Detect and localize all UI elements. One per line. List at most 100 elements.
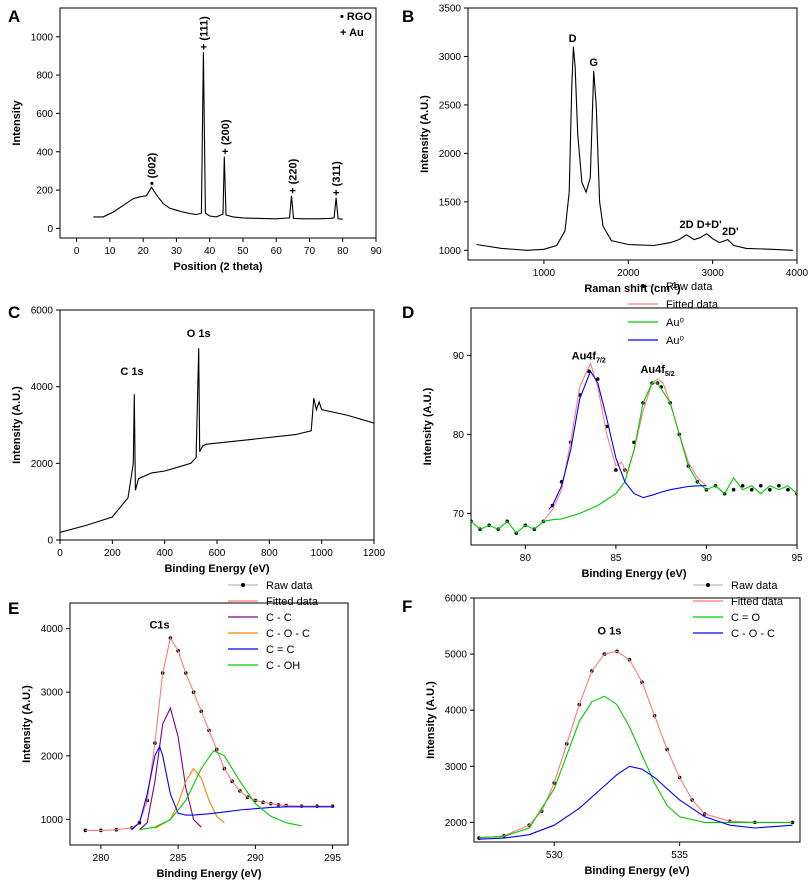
- x-tick-label: 4000: [786, 268, 809, 279]
- panel-c: 0 200 400 600 800 1000 1200 0 2000 4000 6000 Bindin…: [8, 303, 386, 575]
- panel-e: 280 285 290 295 1000 2000 3000 4000 Binding Ener…: [8, 580, 349, 880]
- x-axis-label-text: Binding Energy (eV): [584, 865, 689, 877]
- y-tick-label: 80: [453, 430, 465, 441]
- series-line: [60, 348, 374, 533]
- panel-label: B: [402, 7, 414, 26]
- data-point: [768, 487, 772, 492]
- peak-annotation: + (111): [198, 16, 210, 50]
- y-tick-label: 4000: [445, 706, 468, 717]
- panel-d: 80 85 90 95 70 80 90 Binding Energy (eV) Intensi…: [402, 281, 803, 580]
- x-tick-label: 95: [791, 553, 803, 564]
- x-axis-label: Binding Energy (eV): [584, 865, 689, 877]
- x-tick-label: 3000: [702, 268, 725, 279]
- legend-entry: • RGO: [340, 11, 372, 23]
- peak-label: (311): [331, 161, 343, 186]
- y-tick-label: 3000: [41, 688, 64, 699]
- peak-marker: +: [331, 189, 343, 195]
- legend-text: RGO: [347, 11, 373, 23]
- series-line: [154, 767, 225, 829]
- x-tick-label: 90: [701, 553, 713, 564]
- y-tick-label: 0: [47, 536, 53, 547]
- panel-a: 0 10 20 30 40 50 60 70 80 90 0 200 400 600 800 1000 Posi…: [8, 7, 382, 273]
- legend-label: Fitted data: [266, 596, 319, 608]
- y-tick-label: 1000: [439, 246, 462, 257]
- peak-label: D: [569, 33, 577, 45]
- peak-marker: +: [198, 44, 210, 50]
- peak-annotation: O 1s: [597, 625, 621, 637]
- legend-label: C = O: [731, 612, 760, 624]
- y-tick-label: 3500: [439, 4, 462, 15]
- x-tick-label: 80: [337, 246, 349, 257]
- series-line: [131, 744, 333, 831]
- series-line: [548, 369, 707, 510]
- x-axis-label: Position (2 theta): [173, 261, 263, 273]
- series-line: [139, 706, 202, 831]
- x-tick-label: 0: [74, 246, 80, 257]
- data-point: [749, 487, 754, 492]
- y-axis-label: Intensity (A.U.): [419, 95, 431, 173]
- y-tick-label: 1000: [31, 32, 54, 43]
- panel-label: A: [8, 7, 20, 26]
- x-tick-label: 285: [170, 853, 187, 864]
- peak-annotation: O 1s: [187, 328, 211, 340]
- x-tick-label: 1000: [311, 548, 334, 559]
- y-tick-label: 800: [36, 71, 53, 82]
- peak-annotation: G: [589, 57, 598, 69]
- data-point: [758, 483, 763, 488]
- legend-entry: + Au: [340, 27, 364, 39]
- peak-annotation: • (002): [146, 152, 158, 185]
- y-tick-label: 200: [36, 186, 53, 197]
- y-tick-label: 6000: [31, 306, 54, 317]
- y-tick-label: 600: [36, 109, 53, 120]
- plot-frame: [59, 7, 377, 239]
- x-tick-label: 0: [57, 548, 63, 559]
- peak-label: Au4f: [572, 350, 597, 362]
- x-tick-label: 800: [261, 548, 278, 559]
- x-tick-label: 50: [237, 246, 249, 257]
- plot-frame: [69, 602, 349, 846]
- y-tick-label: 2000: [445, 818, 468, 829]
- y-tick-label: 2000: [31, 459, 54, 470]
- x-tick-label: 295: [324, 853, 341, 864]
- panel-label: C: [8, 303, 20, 322]
- y-tick-label: 400: [36, 147, 53, 158]
- x-axis-label-end: ): [677, 283, 681, 295]
- y-axis-label: Intensity (A.U.): [21, 685, 33, 763]
- legend-label: C - OH: [266, 660, 300, 672]
- x-axis-label: Binding Energy (eV): [164, 563, 269, 575]
- y-axis-label: Intensity (A.U.): [422, 387, 434, 465]
- y-tick-label: 3000: [439, 52, 462, 63]
- x-axis-label-sup: -1: [670, 281, 678, 290]
- peak-label: C 1s: [120, 366, 143, 378]
- peak-label: O 1s: [187, 328, 211, 340]
- x-tick-label: 60: [271, 246, 283, 257]
- series-line: [478, 695, 793, 839]
- x-axis-label-text: Position (2 theta): [173, 261, 263, 273]
- peak-label: 2D: [679, 219, 693, 231]
- series-group: [93, 52, 343, 220]
- x-tick-label: 30: [171, 246, 183, 257]
- peak-marker: +: [288, 187, 300, 193]
- data-point: [595, 377, 600, 381]
- y-tick-label: 4000: [31, 382, 54, 393]
- legend-label: C = C: [266, 644, 294, 656]
- x-axis-label-text: Binding Energy (eV): [156, 868, 261, 880]
- legend-label: C - C: [266, 612, 292, 624]
- legend-label: C - O - C: [731, 628, 775, 640]
- peak-annotation: 2D': [722, 226, 739, 238]
- peak-annotation: + (220): [288, 158, 300, 194]
- peak-label: (220): [288, 158, 300, 184]
- series-line: [93, 52, 343, 220]
- panel-label: D: [402, 303, 414, 322]
- y-tick-label: 3000: [445, 762, 468, 773]
- y-tick-label: 4000: [41, 624, 64, 635]
- peak-annotation: C 1s: [120, 366, 143, 378]
- data-point: [614, 468, 618, 472]
- peak-annotation: + (311): [331, 161, 343, 196]
- legend-label: Fitted data: [666, 299, 719, 311]
- peak-label: Au4f: [640, 364, 665, 376]
- peak-label: D+D': [697, 219, 722, 231]
- x-tick-label: 530: [546, 850, 563, 861]
- peak-label-sub: 5/2: [665, 371, 675, 378]
